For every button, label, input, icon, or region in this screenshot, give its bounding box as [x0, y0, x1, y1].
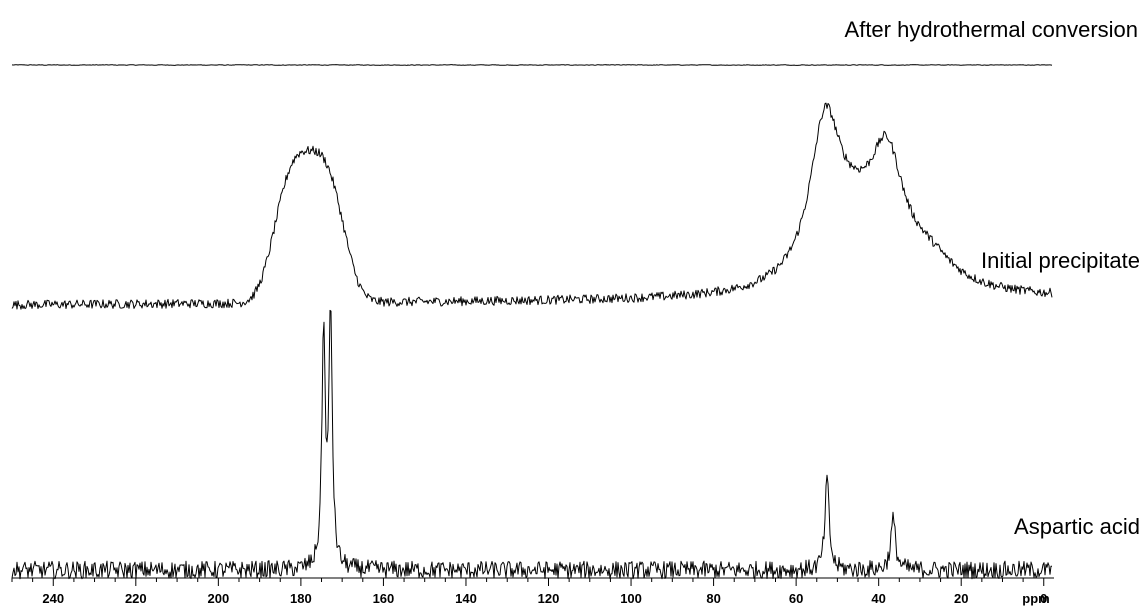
x-tick-label: 20: [954, 591, 968, 606]
x-tick-label: 200: [207, 591, 229, 606]
x-tick-label: 40: [871, 591, 885, 606]
x-tick-label: 240: [42, 591, 64, 606]
x-axis-unit-label: ppm: [1022, 591, 1049, 606]
series-trace: [11, 64, 1053, 66]
series-trace: [11, 309, 1053, 580]
x-tick-label: 220: [125, 591, 147, 606]
x-tick-label: 100: [620, 591, 642, 606]
x-tick-label: 160: [373, 591, 395, 606]
x-tick-label: 180: [290, 591, 312, 606]
series-traces: [11, 64, 1053, 580]
x-tick-label: 120: [538, 591, 560, 606]
x-tick-label: 60: [789, 591, 803, 606]
x-tick-label: 80: [706, 591, 720, 606]
series-trace: [11, 102, 1053, 310]
x-axis: 240 220 200 180 160 140 120 100 80 60 40 20 0 ppm: [11, 577, 1054, 606]
series-label: Initial precipitate: [981, 248, 1140, 273]
series-label: Aspartic acid: [1014, 514, 1140, 539]
x-axis-ticks: 240 220 200 180 160 140 120 100 80 60 40 20 0: [11, 578, 1047, 606]
series-label: After hydrothermal conversion: [845, 17, 1138, 42]
x-tick-label: 0: [1040, 591, 1047, 606]
x-tick-label: 140: [455, 591, 477, 606]
series-labels: After hydrothermal conversion Initial pre…: [845, 17, 1140, 539]
